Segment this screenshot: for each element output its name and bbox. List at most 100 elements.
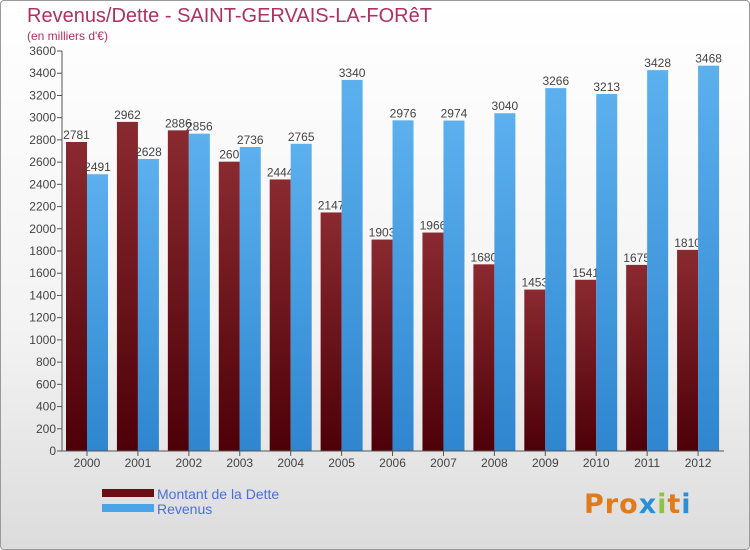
data-label-debt: 1903: [369, 226, 396, 240]
x-tick-label: 2009: [532, 456, 559, 470]
y-tick-label: 600: [36, 377, 56, 391]
logo-letter: P: [584, 489, 605, 520]
data-label-revenus: 3266: [542, 74, 569, 88]
bar-revenus: [596, 94, 618, 451]
y-tick-label: 3600: [29, 44, 56, 58]
x-tick-label: 2002: [175, 456, 202, 470]
bar-revenus: [87, 174, 108, 451]
chart-subtitle: (en milliers d'€): [27, 29, 108, 43]
bar-revenus: [290, 143, 312, 451]
bar-revenus: [647, 70, 669, 451]
data-label-debt: 2886: [165, 116, 192, 130]
x-tick-label: 2000: [74, 456, 101, 470]
bar-revenus: [137, 159, 159, 451]
y-tick-label: 1800: [29, 244, 56, 258]
logo-letter: i: [657, 489, 668, 520]
data-label-revenus: 2856: [186, 120, 213, 134]
bar-debt: [371, 239, 393, 451]
legend-swatch-revenus: [102, 504, 154, 512]
data-label-debt: 2781: [63, 128, 90, 142]
legend-swatch-debt: [102, 489, 154, 497]
y-tick-label: 3400: [29, 66, 56, 80]
data-label-debt: 2147: [318, 198, 345, 212]
y-tick-label: 1400: [29, 288, 56, 302]
bar-revenus: [341, 79, 363, 451]
logo-letter: t: [667, 489, 682, 520]
data-label-revenus: 3340: [339, 66, 366, 80]
x-tick-label: 2003: [226, 456, 253, 470]
y-tick-label: 1200: [29, 311, 56, 325]
x-tick-label: 2006: [379, 456, 406, 470]
proxiti-logo: Proxiti: [584, 489, 692, 520]
bar-revenus: [443, 120, 465, 452]
x-tick-label: 2010: [583, 456, 610, 470]
y-tick-label: 3000: [29, 111, 56, 125]
logo-letter: i: [681, 489, 692, 520]
data-label-revenus: 2736: [237, 133, 264, 147]
bar-debt: [218, 161, 240, 451]
bar-revenus: [545, 88, 567, 451]
y-tick-label: 2000: [29, 222, 56, 236]
bar-revenus: [392, 120, 414, 451]
y-tick-label: 2600: [29, 155, 56, 169]
bar-revenus: [698, 65, 720, 452]
data-label-revenus: 2765: [288, 130, 315, 144]
x-tick-label: 2004: [277, 456, 304, 470]
data-label-debt: 260: [219, 148, 239, 162]
x-tick-label: 2005: [328, 456, 355, 470]
logo-letter: r: [604, 489, 620, 520]
bar-revenus: [494, 113, 516, 451]
data-label-debt: 1810: [674, 236, 701, 250]
bar-debt: [320, 212, 342, 451]
bar-revenus: [188, 133, 210, 451]
data-label-debt: 1675: [623, 251, 650, 265]
data-label-revenus: 3468: [695, 52, 722, 66]
data-label-revenus: 3213: [593, 80, 620, 94]
data-label-debt: 2444: [267, 165, 294, 179]
x-tick-label: 2007: [430, 456, 457, 470]
data-label-revenus: 2628: [135, 145, 162, 159]
y-tick-label: 0: [49, 444, 56, 458]
x-tick-label: 2011: [634, 456, 660, 470]
bar-debt: [167, 130, 189, 452]
data-label-debt: 2962: [114, 108, 141, 122]
y-tick-label: 2400: [29, 177, 56, 191]
bar-debt: [116, 121, 138, 451]
y-tick-label: 2200: [29, 200, 56, 214]
bar-debt: [677, 249, 699, 451]
data-label-revenus: 3428: [644, 56, 671, 70]
data-label-revenus: 2974: [441, 107, 468, 121]
bar-debt: [66, 142, 87, 451]
x-tick-label: 2008: [481, 456, 508, 470]
data-label-revenus: 2491: [84, 160, 111, 174]
bar-debt: [575, 279, 597, 451]
logo-letter: o: [619, 489, 639, 520]
y-tick-label: 2800: [29, 133, 56, 147]
data-label-debt: 1680: [471, 250, 498, 264]
y-tick-label: 200: [36, 422, 56, 436]
bar-debt: [473, 264, 495, 451]
legend-label-revenus: Revenus: [157, 501, 213, 517]
data-label-debt: 1966: [420, 219, 447, 233]
x-tick-label: 2012: [685, 456, 712, 470]
y-tick-label: 1000: [29, 333, 56, 347]
x-tick-label: 2001: [125, 456, 152, 470]
bar-revenus: [239, 147, 261, 451]
y-tick-label: 400: [36, 400, 56, 414]
y-tick-label: 1600: [29, 266, 56, 280]
data-label-debt: 1453: [521, 276, 548, 290]
chart-title: Revenus/Dette - SAINT-GERVAIS-LA-FORêT: [27, 5, 432, 27]
y-tick-label: 800: [36, 355, 56, 369]
bar-debt: [269, 179, 291, 451]
logo-letter: x: [638, 489, 658, 520]
data-label-debt: 1541: [572, 266, 599, 280]
bar-debt: [524, 289, 546, 451]
bar-debt: [422, 232, 444, 451]
data-label-revenus: 2976: [390, 106, 417, 120]
legend-label-debt: Montant de la Dette: [157, 486, 280, 502]
y-tick-label: 3200: [29, 88, 56, 102]
data-label-revenus: 3040: [492, 99, 519, 113]
bar-debt: [626, 264, 648, 451]
